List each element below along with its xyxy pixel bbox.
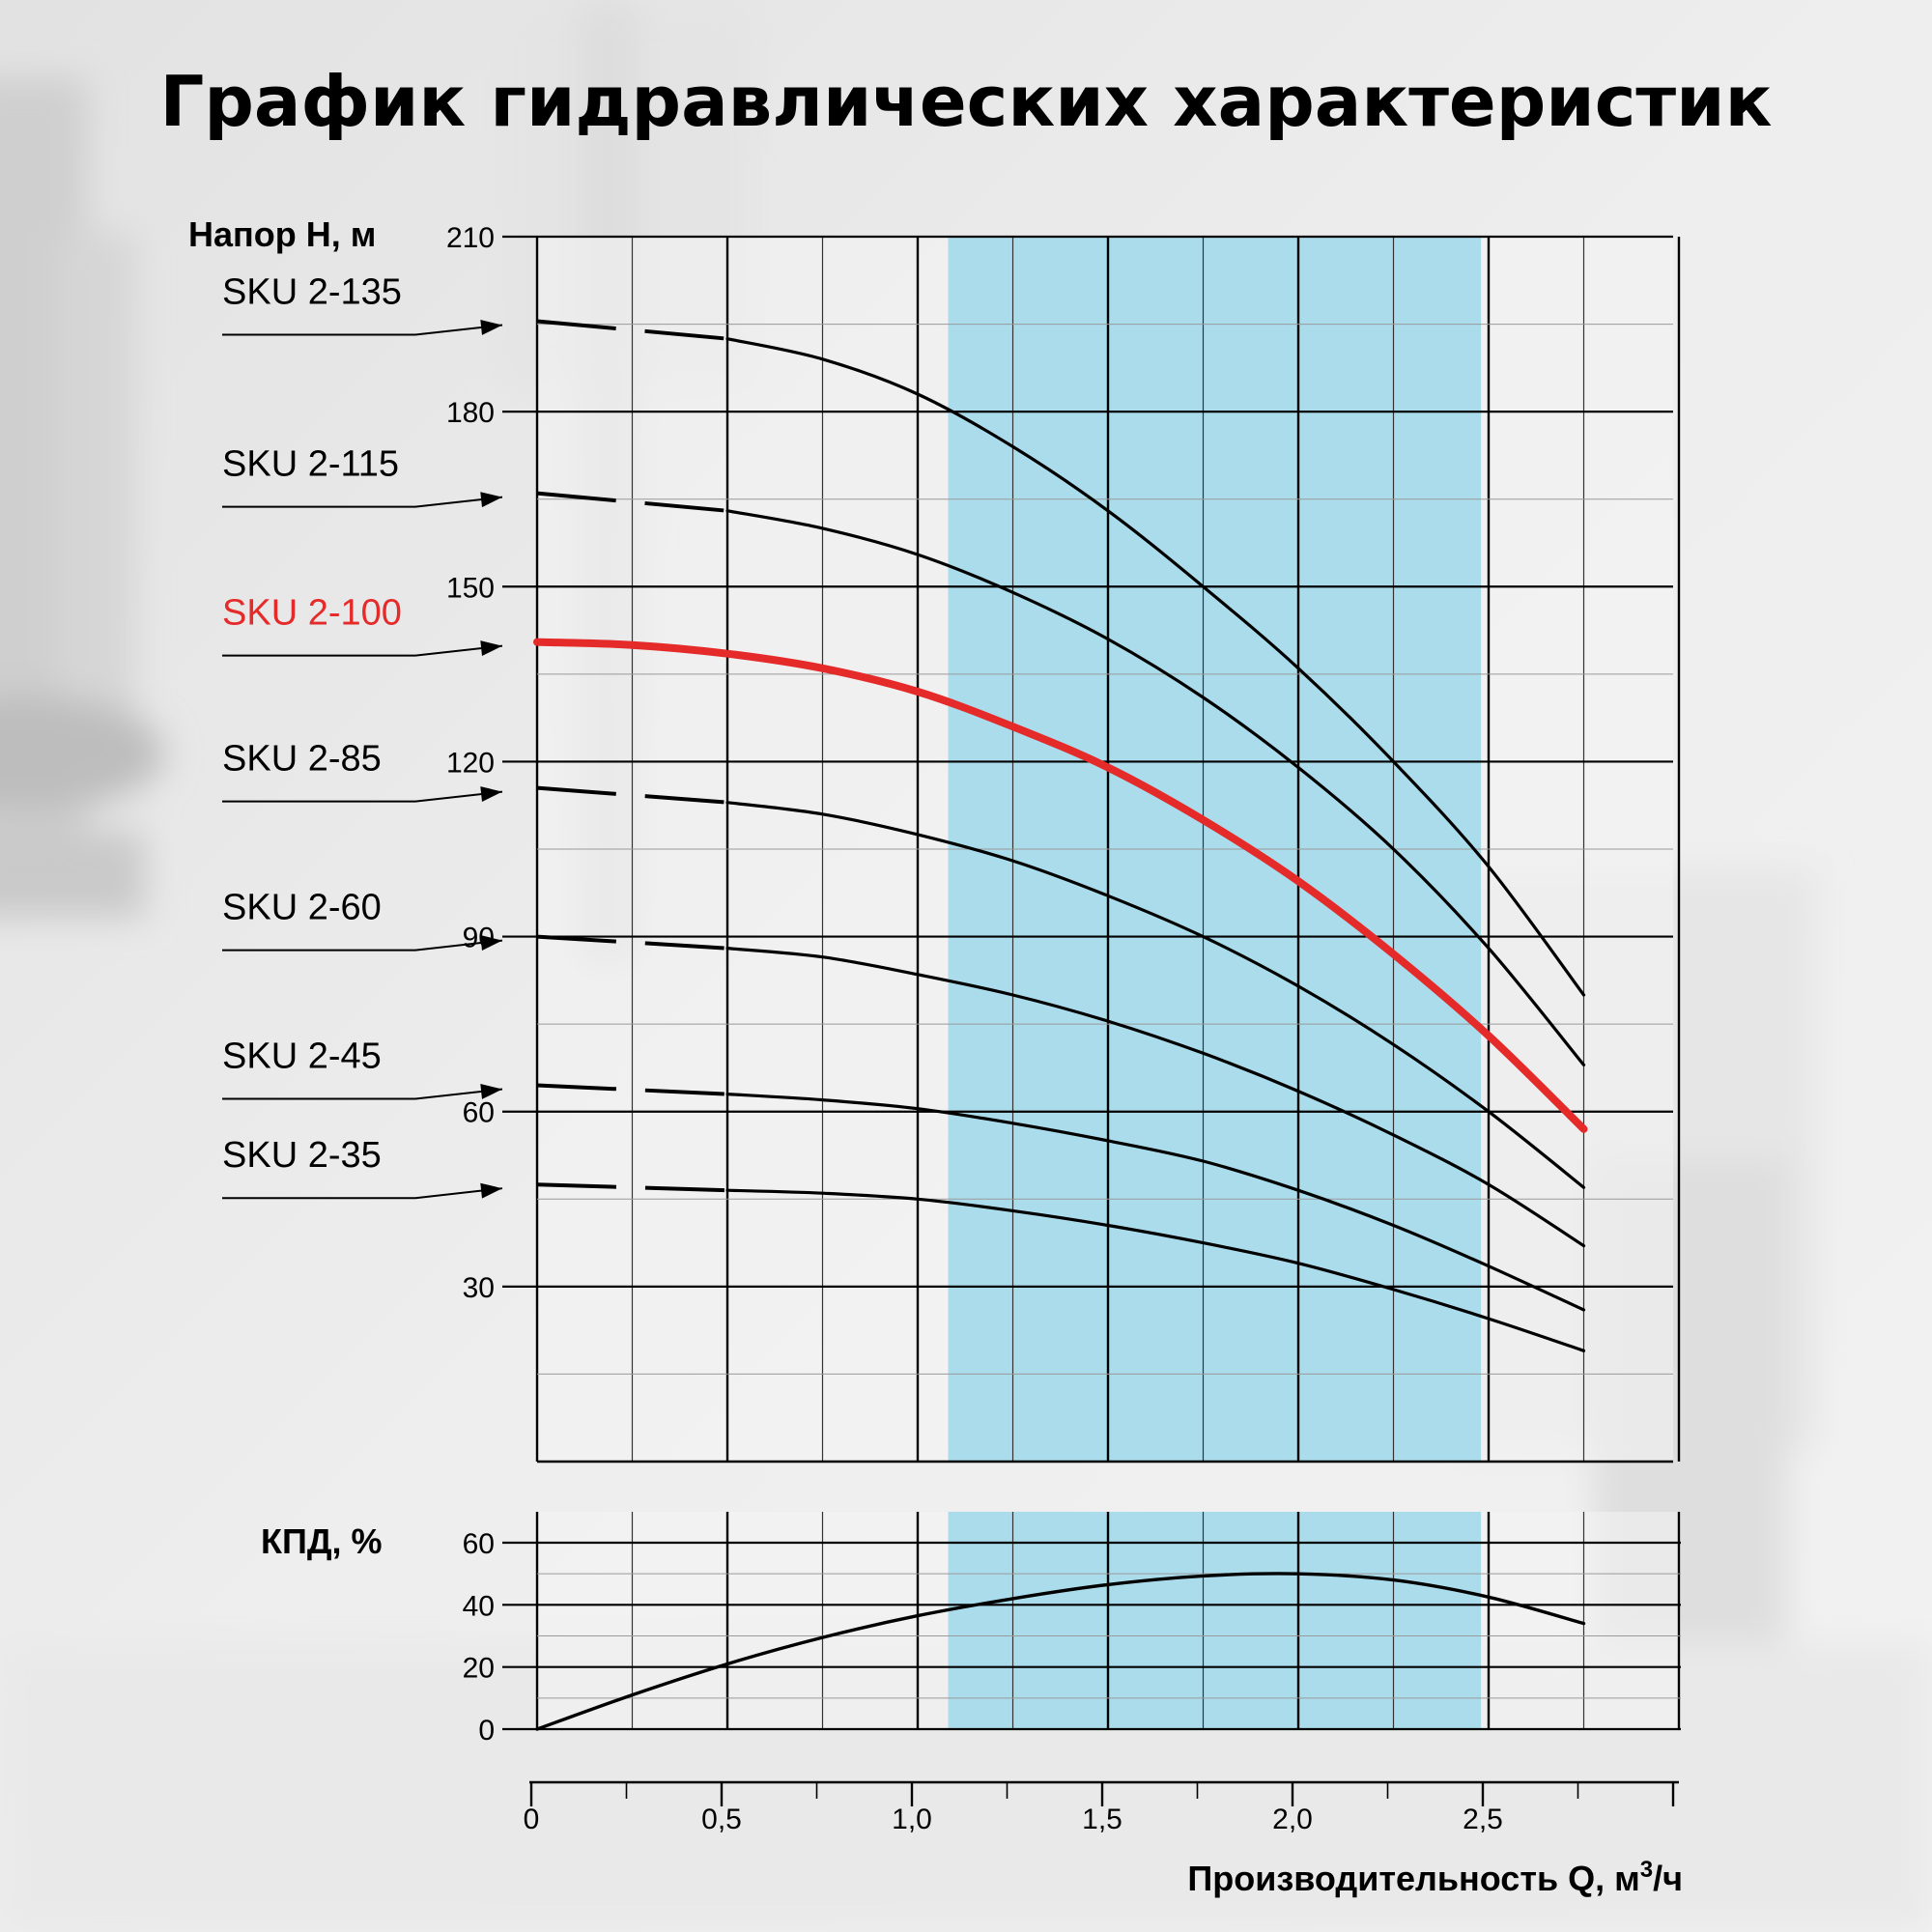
series-line (533, 638, 1588, 1133)
x-axis-title-suffix: /ч (1653, 1859, 1683, 1898)
efficiency-series-line (535, 1572, 1586, 1731)
series-leader-line (222, 1187, 503, 1200)
series-sku-2-60 (536, 934, 1586, 1248)
series-dashed-segment (536, 785, 728, 805)
x-axis-tick-label: 1,5 (1082, 1804, 1122, 1835)
series-leader-line (222, 790, 503, 803)
arrow-head-icon (480, 1084, 502, 1099)
head-y-tick-label: 150 (446, 572, 495, 604)
x-axis-tick-label: 1,0 (892, 1804, 932, 1835)
arrow-head-icon (480, 492, 502, 508)
series-leader-line (222, 496, 503, 508)
arrow-head-icon (480, 935, 502, 951)
series-sku-2-100 (533, 638, 1588, 1133)
series-sku-2-115 (536, 491, 1586, 1066)
series-line (725, 947, 1586, 1248)
series-label: SKU 2-45 (222, 1037, 382, 1077)
series-line (725, 337, 1586, 997)
series-label: SKU 2-100 (222, 593, 402, 634)
series-dashed-segment (536, 491, 728, 513)
efficiency-axis-title: КПД, % (261, 1521, 383, 1561)
arrow-head-icon (480, 1182, 502, 1199)
arrow-head-icon (480, 786, 502, 802)
series-label: SKU 2-135 (222, 272, 402, 313)
arrow-head-icon (480, 320, 502, 335)
x-axis-tick-label: 2,5 (1463, 1804, 1503, 1835)
series-dashed-segment (536, 1083, 728, 1096)
series-leader-line (222, 939, 503, 952)
efficiency-y-tick-label: 60 (463, 1528, 495, 1560)
x-axis-title-sup: 3 (1640, 1857, 1653, 1883)
efficiency-plot: 60 40 20 0 КПД, % (261, 1512, 1681, 1747)
x-axis: 0 0,5 1,0 1,5 2,0 2,5 Производительность Q, м… (524, 1780, 1683, 1898)
efficiency-y-tick-label: 20 (463, 1653, 495, 1685)
efficiency-y-tick-label: 0 (478, 1715, 495, 1747)
x-axis-tick-label: 2,0 (1272, 1804, 1313, 1835)
x-axis-tick-label: 0,5 (701, 1804, 742, 1835)
series-dashed-segment (536, 934, 728, 951)
arrow-head-icon (480, 640, 502, 656)
head-y-tick-label: 210 (446, 222, 495, 254)
series-sku-2-85 (536, 785, 1586, 1189)
series-dashed-segment (536, 1182, 728, 1193)
series-line (725, 1093, 1586, 1312)
series-leader-line (222, 644, 503, 657)
head-y-tick-label: 60 (463, 1097, 495, 1129)
x-axis-title-text: Производительность Q, м (1187, 1859, 1639, 1898)
series-dashed-segment (536, 319, 728, 341)
head-axis-title: Напор H, м (188, 214, 376, 254)
x-axis-title: Производительность Q, м3/ч (1187, 1857, 1683, 1898)
series-line (725, 801, 1586, 1189)
series-leader-line (222, 1088, 503, 1100)
series-line (725, 509, 1586, 1066)
series-sku-2-45 (536, 1083, 1586, 1312)
series-line (725, 1188, 1586, 1352)
series-label: SKU 2-35 (222, 1135, 382, 1176)
series-label: SKU 2-60 (222, 888, 382, 928)
efficiency-y-tick-label: 40 (463, 1590, 495, 1622)
head-y-tick-label: 180 (446, 397, 495, 429)
series-sku-2-35 (536, 1182, 1586, 1352)
series-label: SKU 2-115 (222, 444, 399, 485)
series-label: SKU 2-85 (222, 739, 382, 780)
chart-title: График гидравлических характеристик (160, 61, 1773, 142)
head-y-tick-label: 120 (446, 747, 495, 779)
x-axis-tick-label: 0 (524, 1804, 540, 1835)
series-leader-line (222, 324, 503, 336)
efficiency-working-range-band (948, 1512, 1482, 1729)
series-sku-2-135 (536, 319, 1586, 997)
head-y-tick-label: 30 (463, 1272, 495, 1304)
